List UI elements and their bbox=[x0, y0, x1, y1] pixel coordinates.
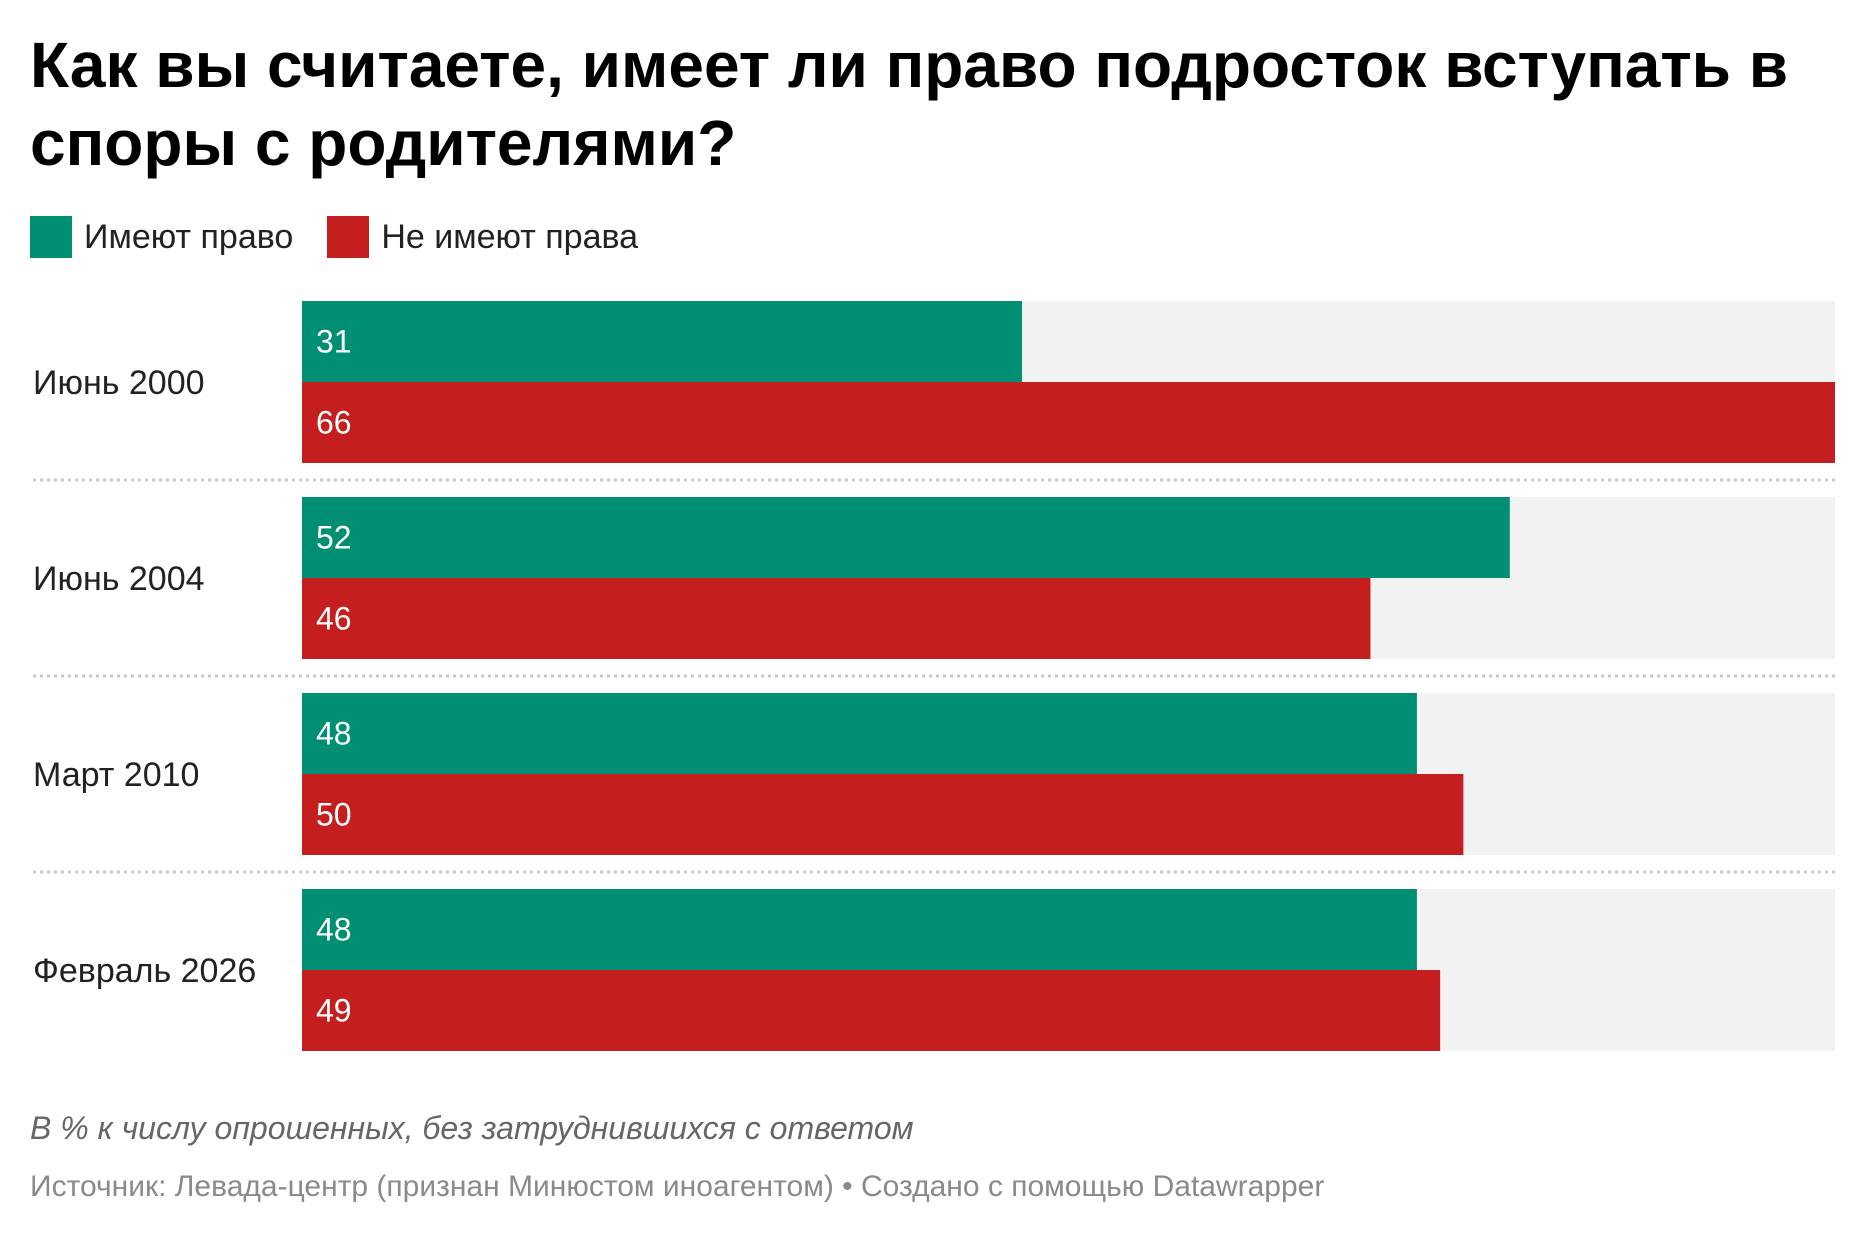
category-label: Февраль 2026 bbox=[33, 952, 256, 990]
category-label: Июнь 2000 bbox=[33, 364, 205, 402]
legend-swatch-series-2 bbox=[327, 216, 370, 258]
bar-value-label: 50 bbox=[316, 797, 352, 833]
legend-label-series-2: Не имеют права bbox=[381, 217, 639, 256]
legend-item-series-2: Не имеют права bbox=[327, 216, 638, 258]
bar bbox=[302, 693, 1417, 774]
bar bbox=[302, 889, 1417, 970]
bar bbox=[302, 382, 1835, 463]
legend-swatch-series-1 bbox=[30, 216, 72, 258]
bar-value-label: 46 bbox=[316, 601, 352, 637]
bar-value-label: 31 bbox=[316, 324, 352, 360]
bar bbox=[302, 970, 1441, 1051]
chart-note: В % к числу опрошенных, без затруднивших… bbox=[30, 1110, 914, 1146]
chart-title: Как вы считаете, имеет ли право подросто… bbox=[30, 29, 1789, 179]
category-label: Июнь 2004 bbox=[33, 560, 205, 598]
category-label: Март 2010 bbox=[33, 756, 199, 794]
bar-value-label: 48 bbox=[316, 912, 352, 948]
legend: Имеют право Не имеют права bbox=[30, 215, 672, 259]
legend-item-series-1: Имеют право bbox=[30, 216, 293, 258]
legend-label-series-1: Имеют право bbox=[84, 217, 294, 256]
bar bbox=[302, 774, 1464, 855]
bar-value-label: 49 bbox=[316, 993, 352, 1029]
bar-value-label: 48 bbox=[316, 716, 352, 752]
bar bbox=[302, 578, 1371, 659]
bar-value-label: 52 bbox=[316, 520, 352, 556]
bar bbox=[302, 497, 1510, 578]
bar-value-label: 66 bbox=[316, 405, 352, 441]
chart-source: Источник: Левада-центр (признан Минюстом… bbox=[30, 1170, 1325, 1203]
bar bbox=[302, 301, 1023, 382]
